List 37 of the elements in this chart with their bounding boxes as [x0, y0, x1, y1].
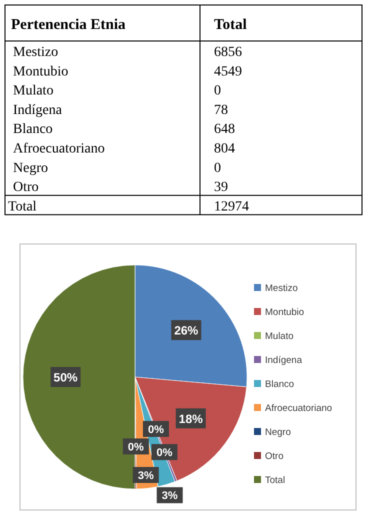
data-label: 26% — [174, 324, 199, 338]
data-label: 18% — [178, 412, 204, 426]
data-label: 4549 — [214, 64, 242, 80]
text: Pertenencia Etnia — [11, 17, 126, 33]
category-label: Montubio — [13, 64, 68, 80]
category-label: Total — [8, 199, 37, 214]
text: 0% — [148, 424, 164, 436]
category-label: Otro — [13, 180, 39, 196]
legend-label: Afroecuatoriano — [265, 403, 332, 414]
data-label: 3% — [138, 470, 154, 482]
text: 0% — [128, 441, 144, 454]
data-label: 3% — [162, 490, 178, 502]
legend-label: Blanco — [265, 379, 294, 390]
data-label: 6856 — [214, 45, 242, 60]
legend-label: Total — [265, 475, 286, 486]
data-label: 12974 — [214, 199, 249, 214]
data-label: 648 — [214, 122, 235, 138]
text: Total — [214, 17, 247, 33]
legend-label: Mulato — [265, 331, 294, 342]
data-label: 0% — [156, 447, 173, 460]
category-label: Indígena — [13, 102, 63, 118]
data-label: 50% — [54, 370, 78, 384]
category-label: Blanco — [13, 122, 53, 138]
category-label: Negro — [13, 160, 48, 176]
data-label: 39 — [214, 180, 228, 196]
legend-label: Mestizo — [265, 283, 298, 294]
legend-label: Otro — [265, 451, 284, 462]
data-label: 0 — [214, 160, 221, 176]
legend-label: Indígena — [265, 355, 303, 366]
category-label: Mestizo — [13, 45, 58, 60]
data-label: 804 — [214, 142, 235, 156]
category-label: Afroecuatoriano — [13, 142, 105, 156]
category-label: Mulato — [13, 84, 54, 99]
legend-label: Montubio — [265, 307, 304, 318]
legend-label: Negro — [265, 427, 291, 438]
data-label: 0 — [214, 84, 221, 99]
data-label: 78 — [214, 102, 228, 118]
